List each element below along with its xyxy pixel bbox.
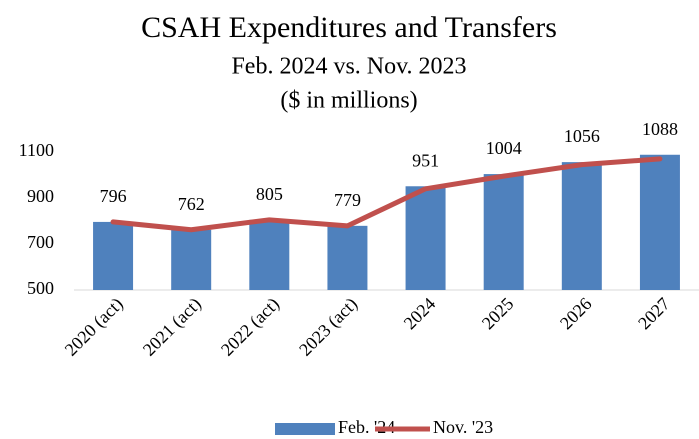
unit-note: ($ in millions) xyxy=(280,88,417,114)
bar xyxy=(639,154,680,290)
y-tick-label: 900 xyxy=(27,186,54,206)
x-tick-label: 2021 (act) xyxy=(139,294,206,361)
data-label: 779 xyxy=(334,190,361,210)
bar xyxy=(171,229,212,290)
bar xyxy=(483,174,524,290)
data-label: 805 xyxy=(256,184,283,204)
legend-swatch xyxy=(275,423,335,435)
chart-title: CSAH Expenditures and Transfers xyxy=(141,11,557,44)
x-tick-label: 2025 xyxy=(478,294,518,334)
x-tick-label: 2026 xyxy=(556,294,596,334)
x-tick-label: 2027 xyxy=(634,294,674,334)
y-tick-label: 1100 xyxy=(19,140,54,160)
data-label: 1088 xyxy=(642,119,678,139)
y-tick-label: 700 xyxy=(27,232,54,252)
bar xyxy=(327,225,368,290)
bar xyxy=(93,221,134,290)
x-tick-label: 2024 xyxy=(400,294,440,334)
bar xyxy=(405,186,446,290)
line xyxy=(110,156,663,233)
data-label: 1004 xyxy=(486,138,522,158)
legend-label: Nov. '23 xyxy=(433,417,493,437)
data-label: 796 xyxy=(100,186,127,206)
x-tick-label: 2020 (act) xyxy=(61,294,128,361)
y-tick-label: 500 xyxy=(27,278,54,298)
x-tick-label: 2023 (act) xyxy=(295,294,362,361)
bar xyxy=(249,219,290,290)
data-label: 1056 xyxy=(564,126,600,146)
data-label: 762 xyxy=(178,194,205,214)
chart-subtitle: Feb. 2024 vs. Nov. 2023 xyxy=(231,54,466,80)
data-label: 951 xyxy=(412,150,439,170)
bar xyxy=(561,162,602,290)
x-tick-label: 2022 (act) xyxy=(217,294,284,361)
legend-label: Feb. '24 xyxy=(338,417,395,437)
